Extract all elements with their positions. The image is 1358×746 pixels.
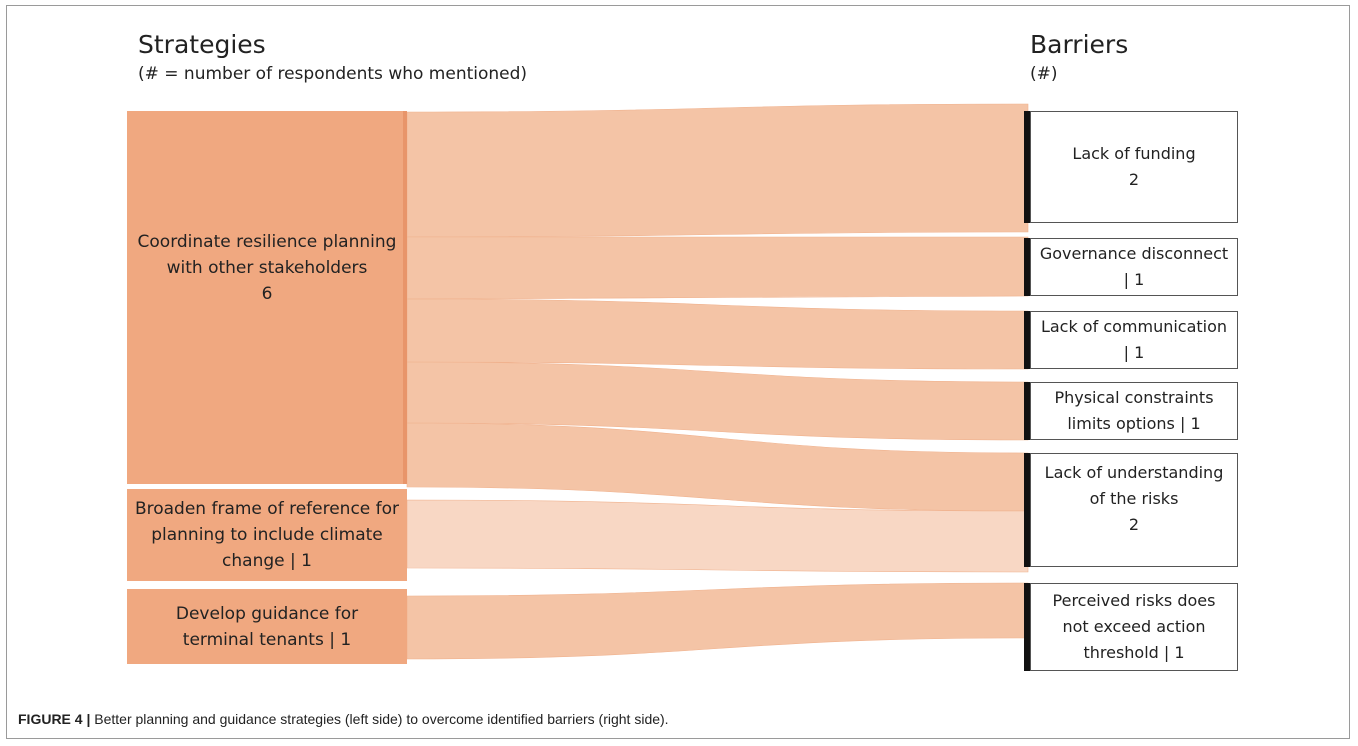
- strategy-node-broaden: Broaden frame of reference for planning t…: [127, 489, 407, 581]
- strategies-subtitle: (# = number of respondents who mentioned…: [138, 64, 528, 84]
- figure-frame: [6, 5, 1350, 739]
- barrier-label-perceived: Perceived risks does not exceed action thr…: [1053, 588, 1216, 666]
- barrier-bar-understanding: [1024, 453, 1030, 567]
- barrier-label-line: threshold | 1: [1083, 643, 1185, 662]
- barrier-label-line: | 1: [1123, 343, 1145, 362]
- strategy-label-line: 6: [261, 283, 273, 304]
- strategy-label-coordinate: Coordinate resilience planning with other…: [138, 229, 397, 307]
- strategies-title: Strategies: [138, 30, 266, 59]
- strategy-label-line: terminal tenants | 1: [182, 629, 352, 650]
- flow-broaden-to-understanding: [406, 499, 1029, 573]
- barrier-label-line: | 1: [1123, 270, 1145, 289]
- caption-text: Better planning and guidance strategies …: [90, 711, 669, 727]
- strategy-label-line: Broaden frame of reference for: [134, 499, 400, 519]
- flow-coordinate-to-governance: [406, 236, 1029, 300]
- strategy-label-line: planning to include climate: [151, 525, 383, 545]
- barrier-node-perceived: Perceived risks does not exceed action thr…: [1030, 583, 1238, 671]
- barrier-node-funding: Lack of funding 2: [1030, 111, 1238, 223]
- barriers-title: Barriers: [1030, 30, 1129, 59]
- barrier-label-line: limits options | 1: [1067, 414, 1201, 433]
- barrier-bar-physical: [1024, 382, 1030, 440]
- barrier-bar-perceived: [1024, 583, 1030, 671]
- barrier-label-line: Lack of understanding: [1044, 463, 1224, 482]
- barrier-label-understanding: Lack of understanding of the risks 2: [1045, 460, 1224, 538]
- strategy-node-edge: [403, 111, 407, 484]
- barrier-label-governance: Governance disconnect | 1: [1040, 241, 1228, 293]
- strategy-label-line: Develop guidance for: [175, 603, 359, 624]
- strategy-label-line: with other stakeholders: [166, 257, 368, 278]
- barrier-bar-funding: [1024, 111, 1030, 223]
- strategy-label-line: Coordinate resilience planning: [137, 231, 397, 252]
- barrier-node-physical: Physical constraints limits options | 1: [1030, 382, 1238, 440]
- barrier-label-line: Governance disconnect: [1039, 244, 1229, 263]
- figure-caption: FIGURE 4 | Better planning and guidance …: [18, 711, 669, 727]
- barrier-bar-governance: [1024, 238, 1030, 296]
- barrier-label-line: Lack of communication: [1040, 317, 1228, 336]
- barrier-bar-communication: [1024, 311, 1030, 369]
- barrier-label-line: 2: [1128, 515, 1140, 534]
- flow-coordinate-to-communication: [406, 298, 1029, 370]
- barrier-label-physical: Physical constraints limits options | 1: [1054, 385, 1213, 437]
- flow-coordinate-to-funding: [406, 103, 1029, 238]
- barriers-subtitle: (#): [1030, 64, 1058, 84]
- strategy-node-guidance: Develop guidance for terminal tenants | 1: [127, 589, 407, 664]
- barrier-label-communication: Lack of communication | 1: [1041, 314, 1227, 366]
- barrier-label-line: Perceived risks does: [1052, 591, 1216, 610]
- barrier-label-funding: Lack of funding 2: [1072, 141, 1195, 193]
- barrier-label-line: Physical constraints: [1054, 388, 1214, 407]
- barrier-label-line: of the risks: [1089, 489, 1179, 508]
- strategy-node-coordinate: Coordinate resilience planning with other…: [127, 111, 407, 484]
- strategy-label-guidance: Develop guidance for terminal tenants | 1: [176, 601, 358, 653]
- caption-label: FIGURE 4 |: [18, 711, 91, 727]
- barrier-label-line: Lack of funding: [1072, 144, 1196, 163]
- barrier-node-understanding: Lack of understanding of the risks 2: [1030, 453, 1238, 567]
- barrier-label-line: 2: [1128, 170, 1140, 189]
- barrier-node-communication: Lack of communication | 1: [1030, 311, 1238, 369]
- flow-guidance-to-perceived: [406, 582, 1029, 660]
- barrier-label-line: not exceed action: [1062, 617, 1206, 636]
- barrier-node-governance: Governance disconnect | 1: [1030, 238, 1238, 296]
- strategy-label-line: change | 1: [222, 551, 312, 571]
- strategy-label-broaden: Broaden frame of reference for planning t…: [135, 496, 399, 574]
- flow-coordinate-to-physical: [406, 361, 1029, 441]
